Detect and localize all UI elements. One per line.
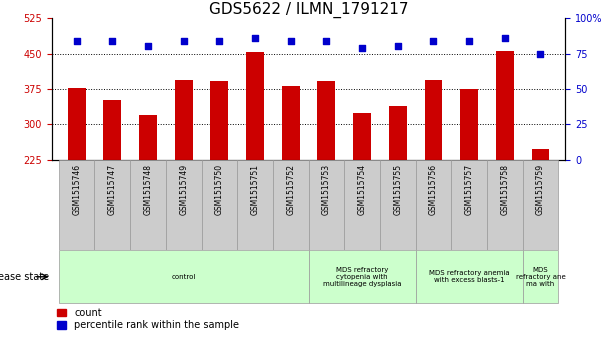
- Bar: [166, 160, 201, 250]
- Text: GSM1515750: GSM1515750: [215, 164, 224, 215]
- Point: [393, 44, 402, 49]
- Text: MDS refractory anemia
with excess blasts-1: MDS refractory anemia with excess blasts…: [429, 270, 510, 283]
- Bar: [139, 115, 157, 266]
- Bar: [487, 160, 523, 250]
- Text: disease state: disease state: [0, 272, 49, 282]
- Point: [465, 38, 474, 44]
- Bar: [523, 160, 558, 250]
- Point: [250, 35, 260, 41]
- Bar: [460, 89, 478, 266]
- Text: GSM1515747: GSM1515747: [108, 164, 117, 215]
- Bar: [523, 250, 558, 303]
- Text: GSM1515751: GSM1515751: [250, 164, 260, 215]
- Bar: [246, 52, 264, 266]
- Point: [72, 38, 81, 44]
- Text: GSM1515748: GSM1515748: [143, 164, 153, 215]
- Point: [286, 38, 295, 44]
- Point: [322, 38, 331, 44]
- Bar: [308, 250, 416, 303]
- Bar: [531, 149, 550, 266]
- Text: GSM1515759: GSM1515759: [536, 164, 545, 215]
- Point: [358, 45, 367, 51]
- Bar: [416, 250, 523, 303]
- Title: GDS5622 / ILMN_1791217: GDS5622 / ILMN_1791217: [209, 2, 409, 18]
- Bar: [273, 160, 308, 250]
- Bar: [201, 160, 237, 250]
- Text: GSM1515755: GSM1515755: [393, 164, 402, 215]
- Bar: [210, 81, 228, 266]
- Bar: [353, 113, 371, 266]
- Bar: [496, 51, 514, 266]
- Bar: [389, 106, 407, 266]
- Bar: [451, 160, 487, 250]
- Bar: [94, 160, 130, 250]
- Bar: [59, 160, 94, 250]
- Text: GSM1515758: GSM1515758: [500, 164, 510, 215]
- Bar: [282, 86, 300, 266]
- Point: [429, 38, 438, 44]
- Bar: [67, 88, 86, 266]
- Bar: [317, 81, 336, 266]
- Text: control: control: [171, 274, 196, 280]
- Point: [108, 38, 117, 44]
- Bar: [380, 160, 416, 250]
- Legend: count, percentile rank within the sample: count, percentile rank within the sample: [57, 308, 239, 330]
- Text: GSM1515753: GSM1515753: [322, 164, 331, 215]
- Bar: [59, 250, 308, 303]
- Text: MDS refractory
cytopenia with
multilineage dysplasia: MDS refractory cytopenia with multilinea…: [323, 267, 401, 287]
- Bar: [174, 81, 193, 266]
- Text: GSM1515752: GSM1515752: [286, 164, 295, 215]
- Bar: [416, 160, 451, 250]
- Text: GSM1515746: GSM1515746: [72, 164, 81, 215]
- Text: GSM1515756: GSM1515756: [429, 164, 438, 215]
- Text: GSM1515749: GSM1515749: [179, 164, 188, 215]
- Text: GSM1515757: GSM1515757: [465, 164, 474, 215]
- Text: MDS
refractory ane
ma with: MDS refractory ane ma with: [516, 267, 565, 287]
- Bar: [103, 100, 121, 266]
- Point: [215, 38, 224, 44]
- Bar: [130, 160, 166, 250]
- Point: [536, 51, 545, 57]
- Text: GSM1515754: GSM1515754: [358, 164, 367, 215]
- Bar: [237, 160, 273, 250]
- Bar: [308, 160, 344, 250]
- Point: [500, 35, 510, 41]
- Bar: [424, 81, 443, 266]
- Point: [143, 44, 153, 49]
- Bar: [344, 160, 380, 250]
- Point: [179, 38, 188, 44]
